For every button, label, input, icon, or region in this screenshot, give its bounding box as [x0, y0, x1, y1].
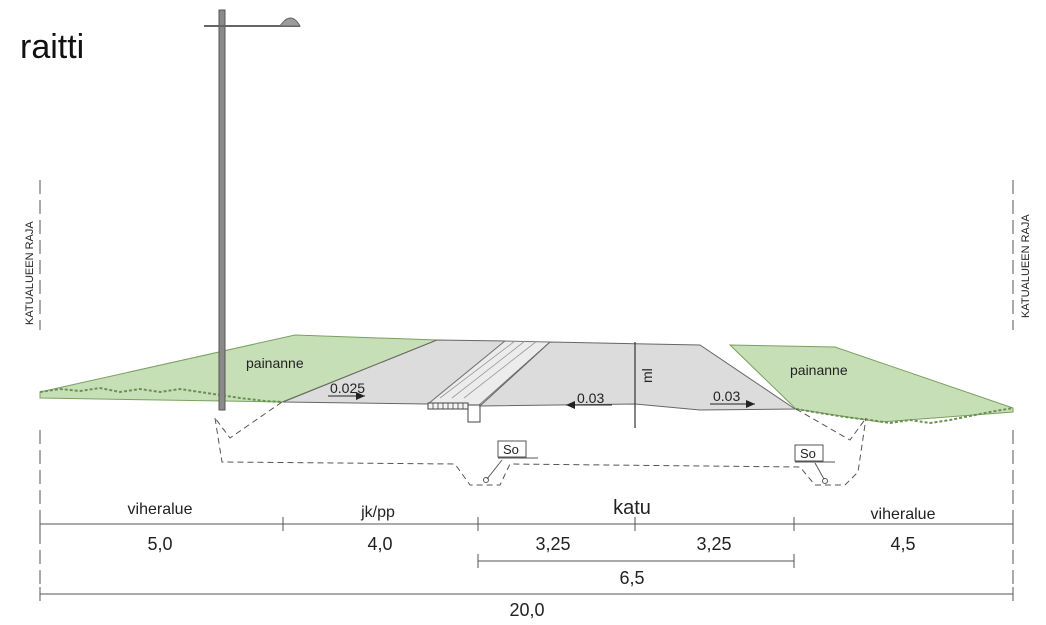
- width-green-right: 4,5: [890, 534, 915, 554]
- kerb-block: [467, 404, 481, 423]
- width-lane-left: 3,25: [535, 534, 570, 554]
- street-lamp: [204, 9, 301, 411]
- zone-label-path: jk/pp: [360, 504, 395, 521]
- right-boundary-label: KATUALUEEN RAJA: [1020, 214, 1032, 318]
- right-drain-label: So: [800, 446, 816, 461]
- right-grass-edge: [795, 407, 1014, 425]
- right-drain-symbol: So: [794, 444, 835, 484]
- road-left-slope-label: 0.03: [577, 390, 604, 406]
- road-right-slope-indicator: 0.03: [710, 388, 755, 408]
- right-green-area: [728, 344, 1014, 423]
- path-slope-indicator: 0.025: [328, 380, 365, 400]
- left-drain-symbol: So: [483, 440, 538, 483]
- cobble-pattern: [439, 340, 538, 399]
- dimension-row-zones: [39, 517, 1014, 531]
- left-grass-edge: [39, 386, 283, 403]
- dimension-row-overall: [39, 587, 1014, 601]
- width-lane-right: 3,25: [696, 534, 731, 554]
- zone-label-green-right: viheralue: [871, 506, 936, 523]
- width-green-left: 5,0: [147, 534, 172, 554]
- right-swale-label: painanne: [790, 362, 848, 378]
- left-boundary-label: KATUALUEEN RAJA: [24, 221, 36, 325]
- dimension-row-street: [477, 554, 795, 568]
- left-drain-label: So: [503, 442, 519, 457]
- substructure-outline: [214, 401, 867, 486]
- left-boundary-marker: KATUALUEEN RAJA: [24, 180, 41, 600]
- zone-label-green-left: viheralue: [128, 501, 193, 518]
- page-title: raitti: [20, 28, 85, 66]
- left-swale-label: painanne: [246, 355, 304, 371]
- road-right-slope-label: 0.03: [713, 388, 740, 404]
- width-path: 4,0: [367, 534, 392, 554]
- centerline-label: ml: [639, 368, 655, 383]
- zone-label-street: katu: [613, 497, 651, 519]
- width-overall: 20,0: [509, 600, 544, 620]
- curb-hatch: [432, 403, 464, 409]
- width-street-total: 6,5: [619, 568, 644, 588]
- path-slope-label: 0.025: [330, 380, 365, 396]
- road-left-slope-indicator: 0.03: [566, 390, 612, 409]
- right-boundary-marker: KATUALUEEN RAJA: [1012, 180, 1032, 600]
